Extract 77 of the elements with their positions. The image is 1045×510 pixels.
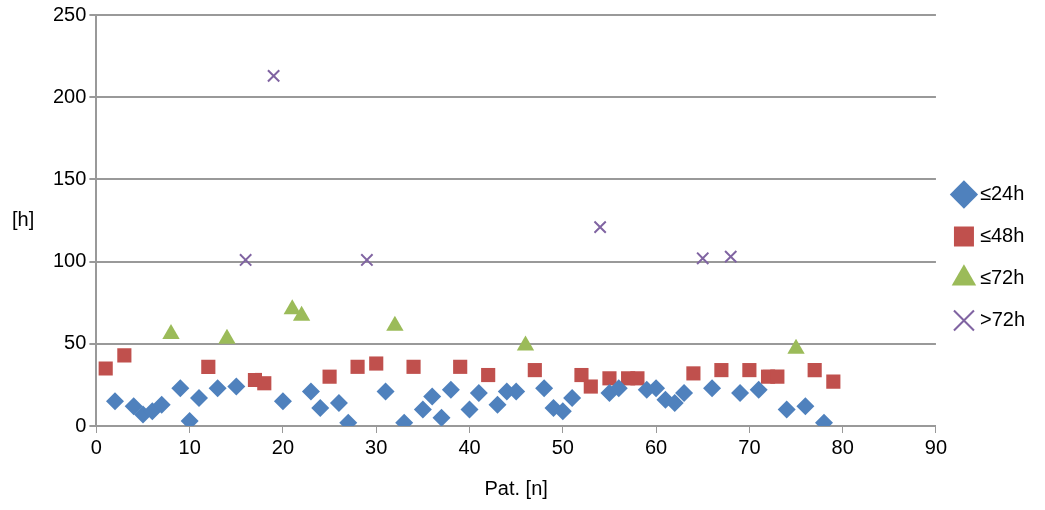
point bbox=[376, 382, 395, 401]
point bbox=[675, 384, 694, 403]
point bbox=[369, 356, 384, 371]
y-tick-label: 250 bbox=[52, 2, 87, 25]
x-tick-label: 40 bbox=[458, 435, 481, 458]
point bbox=[124, 397, 143, 416]
point bbox=[257, 376, 272, 391]
x-tick-label: 70 bbox=[738, 435, 761, 458]
point bbox=[535, 379, 554, 398]
point bbox=[696, 251, 710, 265]
point bbox=[238, 253, 253, 267]
x-tick-label: 90 bbox=[924, 435, 948, 458]
x-tick-label: 50 bbox=[551, 435, 574, 458]
point bbox=[266, 69, 281, 83]
y-tick-label: 0 bbox=[75, 413, 87, 436]
point bbox=[117, 348, 132, 363]
point bbox=[777, 400, 796, 419]
x-tick-label: 60 bbox=[644, 435, 668, 458]
point bbox=[563, 389, 582, 408]
point bbox=[322, 369, 337, 384]
x-tick-label: 30 bbox=[365, 435, 388, 458]
point bbox=[423, 387, 442, 406]
y-tick-label: 50 bbox=[64, 331, 87, 354]
point bbox=[301, 382, 320, 401]
point bbox=[742, 363, 757, 378]
point bbox=[98, 361, 113, 376]
x-tick-label: 20 bbox=[271, 435, 295, 458]
point bbox=[481, 367, 496, 383]
point bbox=[593, 220, 607, 234]
point bbox=[686, 366, 701, 381]
point bbox=[273, 392, 292, 411]
legend-label: ≤24h bbox=[979, 182, 1025, 205]
point bbox=[413, 400, 432, 419]
point bbox=[441, 380, 460, 399]
point bbox=[724, 250, 738, 264]
x-tick-label: 80 bbox=[831, 435, 854, 458]
point bbox=[106, 392, 125, 411]
point bbox=[350, 359, 365, 374]
y-tick-label: 150 bbox=[52, 166, 87, 189]
point bbox=[453, 359, 468, 374]
point bbox=[527, 363, 542, 378]
x-axis-title: Pat. [n] bbox=[484, 476, 548, 499]
point bbox=[469, 384, 488, 403]
point bbox=[311, 398, 330, 417]
point bbox=[796, 397, 815, 416]
point bbox=[488, 395, 507, 414]
point bbox=[189, 389, 208, 408]
y-tick-label: 200 bbox=[52, 84, 87, 107]
point bbox=[574, 367, 589, 383]
point bbox=[227, 377, 246, 396]
point bbox=[749, 380, 768, 399]
point bbox=[630, 371, 645, 386]
point bbox=[770, 369, 785, 384]
point bbox=[329, 393, 348, 412]
point bbox=[602, 371, 617, 386]
point bbox=[201, 359, 216, 374]
point bbox=[583, 379, 598, 394]
point bbox=[152, 395, 171, 414]
point bbox=[731, 384, 750, 403]
y-axis-title: [h] bbox=[12, 208, 35, 231]
point bbox=[714, 363, 729, 378]
point bbox=[703, 379, 722, 398]
point bbox=[208, 379, 227, 398]
point bbox=[460, 400, 479, 419]
legend-label: >72h bbox=[979, 308, 1026, 331]
point bbox=[171, 379, 190, 398]
point bbox=[406, 359, 421, 374]
point bbox=[826, 374, 841, 389]
legend-label: ≤48h bbox=[979, 224, 1025, 247]
x-tick-label: 0 bbox=[90, 435, 102, 458]
point bbox=[807, 363, 822, 378]
point bbox=[360, 253, 374, 267]
y-tick-label: 100 bbox=[52, 249, 87, 272]
x-tick-label: 10 bbox=[178, 435, 201, 458]
legend-label: ≤72h bbox=[979, 266, 1025, 289]
point bbox=[609, 379, 628, 398]
point bbox=[432, 408, 451, 426]
